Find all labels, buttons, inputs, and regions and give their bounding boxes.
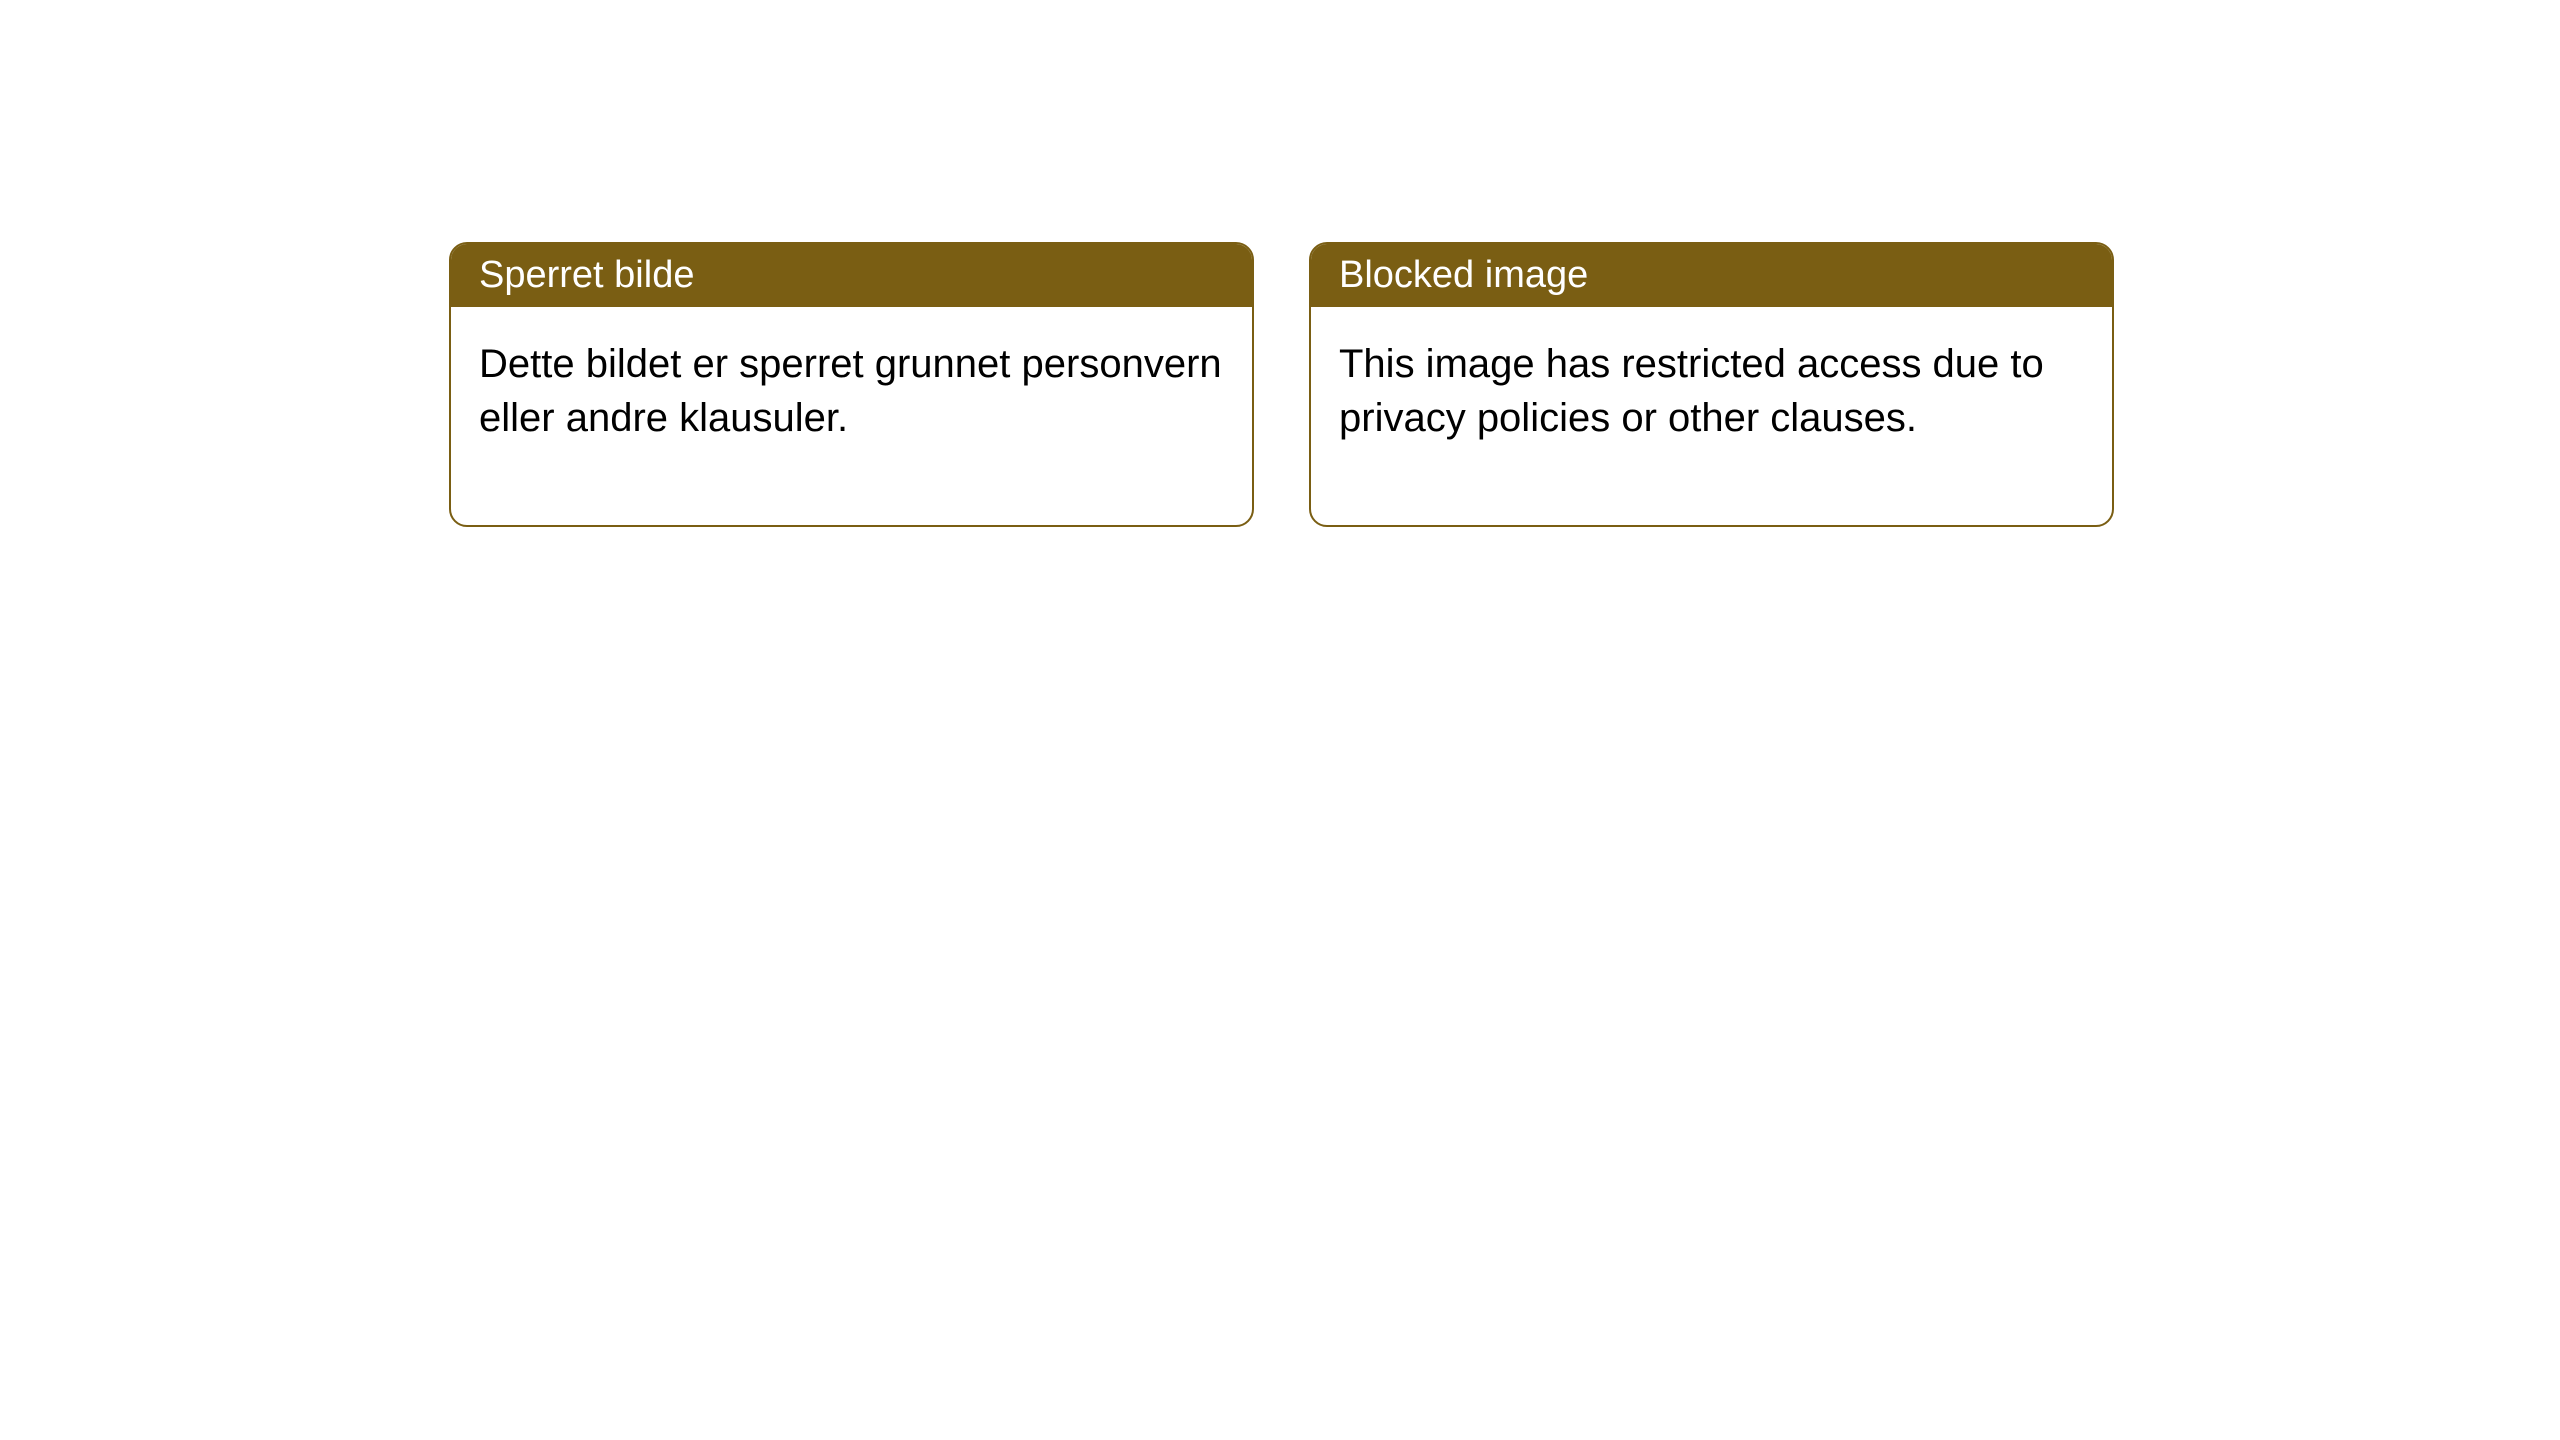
card-message-en: This image has restricted access due to … (1339, 342, 2044, 440)
card-header-no: Sperret bilde (451, 244, 1252, 307)
card-title-no: Sperret bilde (479, 254, 694, 296)
blocked-image-card-en: Blocked image This image has restricted … (1309, 242, 2114, 527)
blocked-image-card-no: Sperret bilde Dette bildet er sperret gr… (449, 242, 1254, 527)
card-title-en: Blocked image (1339, 254, 1588, 296)
card-header-en: Blocked image (1311, 244, 2112, 307)
card-body-en: This image has restricted access due to … (1311, 307, 2112, 525)
blocked-image-notice-container: Sperret bilde Dette bildet er sperret gr… (0, 0, 2560, 527)
card-body-no: Dette bildet er sperret grunnet personve… (451, 307, 1252, 525)
card-message-no: Dette bildet er sperret grunnet personve… (479, 342, 1222, 440)
